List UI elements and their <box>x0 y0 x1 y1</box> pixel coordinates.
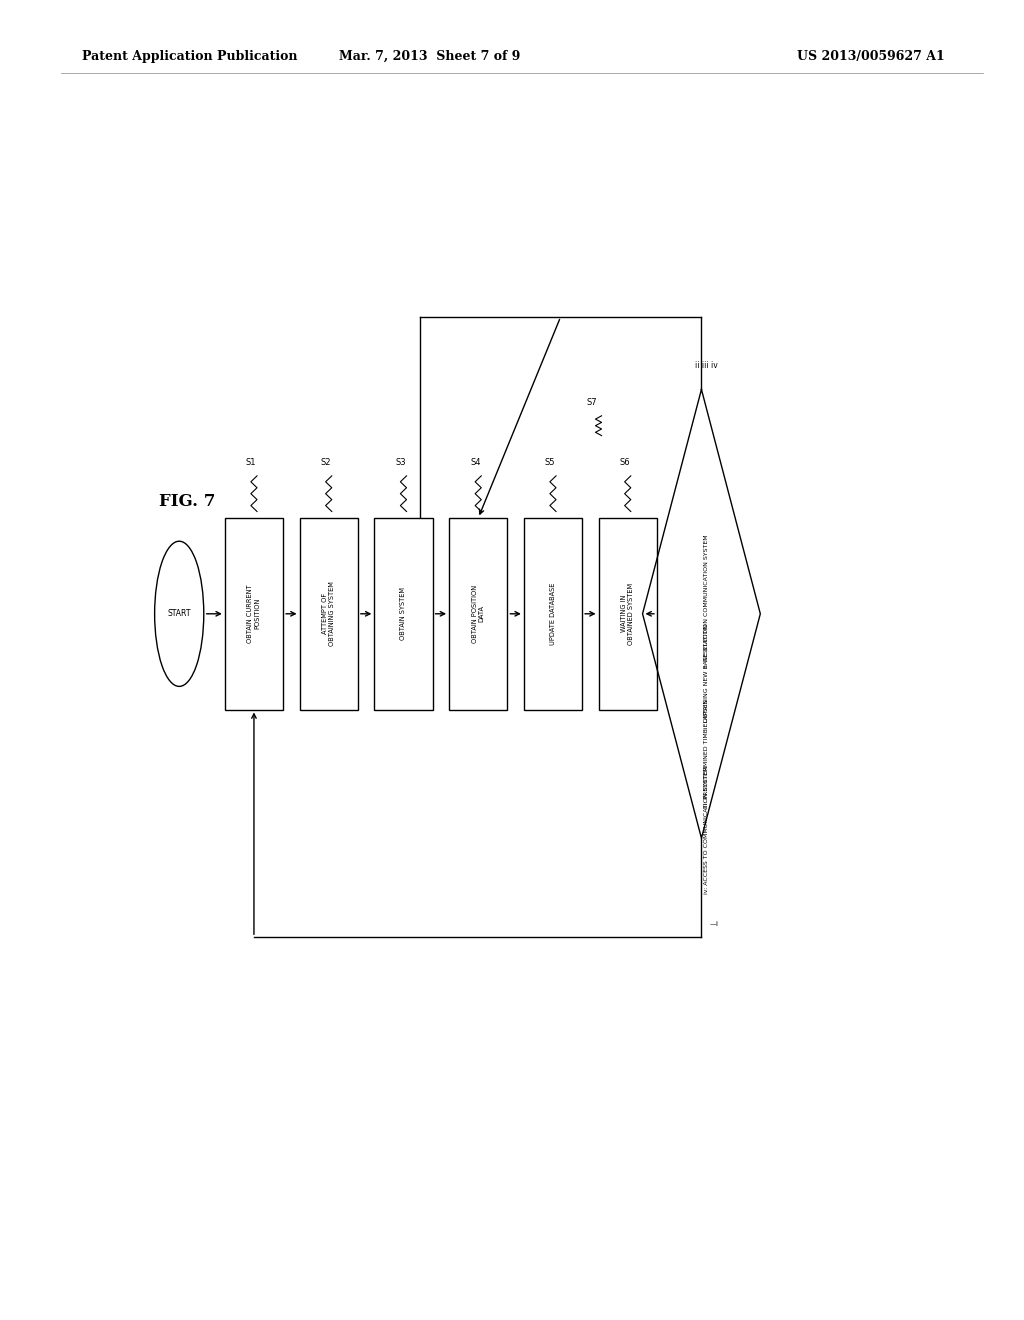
Text: UPDATE DATABASE: UPDATE DATABASE <box>550 582 556 645</box>
Text: iv: ACCESS TO COMMUNICATION SYSTEM: iv: ACCESS TO COMMUNICATION SYSTEM <box>705 766 709 895</box>
Text: S5: S5 <box>545 458 555 467</box>
Text: FIG. 7: FIG. 7 <box>159 494 215 510</box>
Text: S6: S6 <box>620 458 630 467</box>
Text: ii iii iv: ii iii iv <box>695 360 718 370</box>
Ellipse shape <box>155 541 204 686</box>
Bar <box>524 517 583 710</box>
Text: S7: S7 <box>586 399 597 407</box>
Text: OBTAIN SYSTEM: OBTAIN SYSTEM <box>400 587 407 640</box>
Text: START: START <box>168 610 190 618</box>
Text: S2: S2 <box>321 458 331 467</box>
Text: S3: S3 <box>395 458 406 467</box>
Text: Mar. 7, 2013  Sheet 7 of 9: Mar. 7, 2013 Sheet 7 of 9 <box>339 50 521 63</box>
Bar <box>449 517 507 710</box>
Text: OBTAIN POSITION
DATA: OBTAIN POSITION DATA <box>472 585 484 643</box>
Bar <box>299 517 358 710</box>
Text: iii: PREDETERMINED TIME ELAPSES: iii: PREDETERMINED TIME ELAPSES <box>705 700 709 808</box>
Bar <box>375 517 432 710</box>
Text: S4: S4 <box>470 458 480 467</box>
Text: OBTAIN CURRENT
POSITION: OBTAIN CURRENT POSITION <box>248 585 260 643</box>
Text: ii: OBTAINING NEW BASE STATION: ii: OBTAINING NEW BASE STATION <box>705 624 709 730</box>
Text: US 2013/0059627 A1: US 2013/0059627 A1 <box>797 50 944 63</box>
Text: S1: S1 <box>246 458 256 467</box>
Bar <box>225 517 283 710</box>
Bar <box>598 517 657 710</box>
Text: ATTEMPT OF
OBTAINING SYSTEM: ATTEMPT OF OBTAINING SYSTEM <box>323 581 335 647</box>
Text: WAITING IN
OBTAINED SYSTEM: WAITING IN OBTAINED SYSTEM <box>622 582 634 645</box>
Text: —i: —i <box>710 920 719 927</box>
Text: Patent Application Publication: Patent Application Publication <box>82 50 297 63</box>
Text: i: RESELECTION COMMUNICATION SYSTEM: i: RESELECTION COMMUNICATION SYSTEM <box>705 535 709 667</box>
